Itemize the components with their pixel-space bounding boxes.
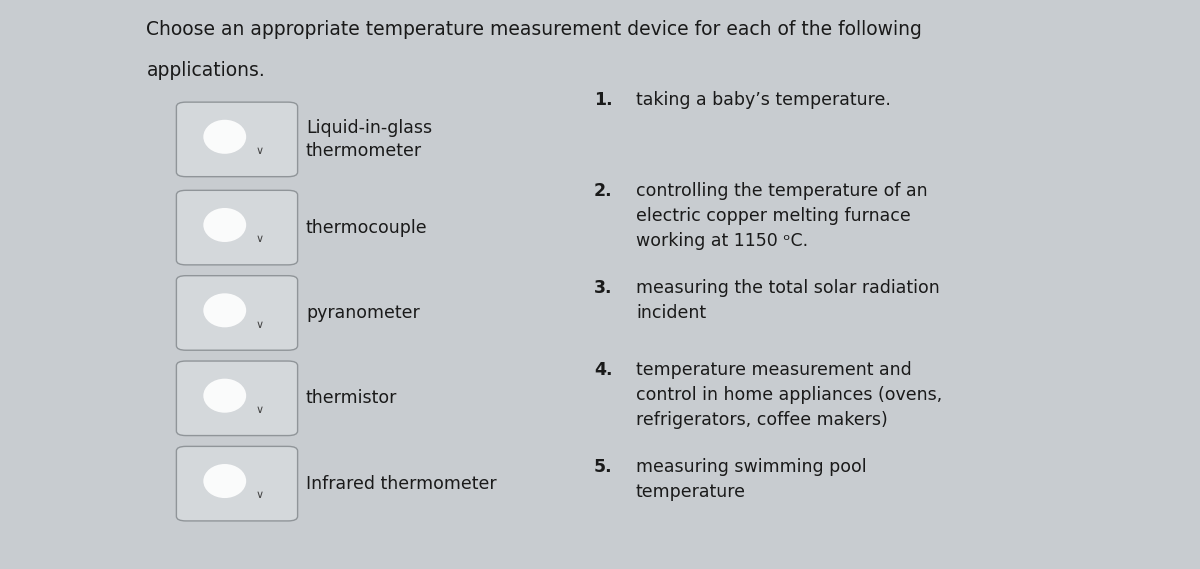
Ellipse shape xyxy=(203,208,246,242)
Text: pyranometer: pyranometer xyxy=(306,304,420,322)
Ellipse shape xyxy=(203,464,246,498)
Text: ∨: ∨ xyxy=(256,234,264,244)
FancyBboxPatch shape xyxy=(176,191,298,265)
Text: ∨: ∨ xyxy=(256,320,264,329)
Text: applications.: applications. xyxy=(146,61,265,80)
Text: 4.: 4. xyxy=(594,361,612,380)
Text: 2.: 2. xyxy=(594,182,613,200)
Text: taking a baby’s temperature.: taking a baby’s temperature. xyxy=(636,91,890,109)
Text: ∨: ∨ xyxy=(256,490,264,500)
Text: thermistor: thermistor xyxy=(306,389,397,407)
Text: Infrared thermometer: Infrared thermometer xyxy=(306,475,497,493)
Text: 5.: 5. xyxy=(594,458,613,476)
FancyBboxPatch shape xyxy=(176,275,298,350)
FancyBboxPatch shape xyxy=(176,361,298,436)
Text: temperature measurement and
control in home appliances (ovens,
refrigerators, co: temperature measurement and control in h… xyxy=(636,361,942,430)
Text: 1.: 1. xyxy=(594,91,613,109)
FancyBboxPatch shape xyxy=(176,446,298,521)
Text: measuring swimming pool
temperature: measuring swimming pool temperature xyxy=(636,458,866,501)
Ellipse shape xyxy=(203,120,246,154)
FancyBboxPatch shape xyxy=(176,102,298,177)
Text: 3.: 3. xyxy=(594,279,612,297)
Text: Liquid-in-glass
thermometer: Liquid-in-glass thermometer xyxy=(306,118,432,160)
Ellipse shape xyxy=(203,294,246,327)
Text: ∨: ∨ xyxy=(256,405,264,415)
Text: Choose an appropriate temperature measurement device for each of the following: Choose an appropriate temperature measur… xyxy=(146,20,923,39)
Text: ∨: ∨ xyxy=(256,146,264,156)
Text: controlling the temperature of an
electric copper melting furnace
working at 115: controlling the temperature of an electr… xyxy=(636,182,928,250)
Text: measuring the total solar radiation
incident: measuring the total solar radiation inci… xyxy=(636,279,940,322)
Text: thermocouple: thermocouple xyxy=(306,218,427,237)
Ellipse shape xyxy=(203,379,246,413)
